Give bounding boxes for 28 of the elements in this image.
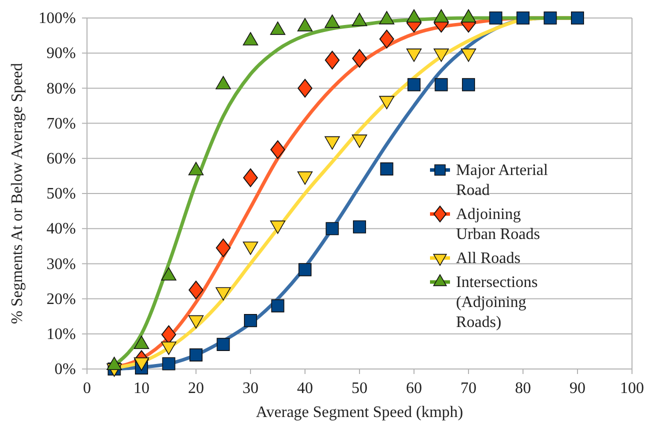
y-tick-label: 30% [46,256,76,273]
x-axis-title: Average Segment Speed (kmph) [256,404,464,421]
legend-label: Intersections (Adjoining Roads) [456,274,538,331]
y-tick-label: 10% [46,326,76,344]
y-tick-label: 40% [46,220,76,238]
legend-label: Adjoining Urban Roads [456,206,540,243]
y-tick-label: 20% [46,290,76,308]
y-tick-label: 70% [46,115,76,132]
y-tick-label: 50% [46,186,76,203]
y-tick-label: 90% [46,45,76,62]
x-tick-label: 0 [83,380,91,397]
x-tick-label: 90 [570,380,586,397]
y-tick-label: 100% [38,10,76,28]
y-tick-label: 80% [46,80,76,98]
x-tick-label: 10 [134,380,150,397]
x-tick-label: 30 [242,380,258,397]
x-tick-label: 80 [515,380,531,397]
y-axis-title: % Segments At or Below Average Speed [9,63,26,324]
legend-label: All Roads [456,250,520,267]
legend-label: Major Arterial Road [456,162,549,199]
x-tick-label: 70 [460,380,476,397]
x-tick-label: 60 [406,380,422,397]
x-tick-label: 50 [352,380,368,397]
x-tick-label: 20 [188,380,204,397]
y-tick-label: 60% [46,150,76,168]
y-tick-label: 0% [54,361,76,378]
x-tick-label: 40 [297,380,313,397]
x-tick-label: 100 [620,380,644,397]
